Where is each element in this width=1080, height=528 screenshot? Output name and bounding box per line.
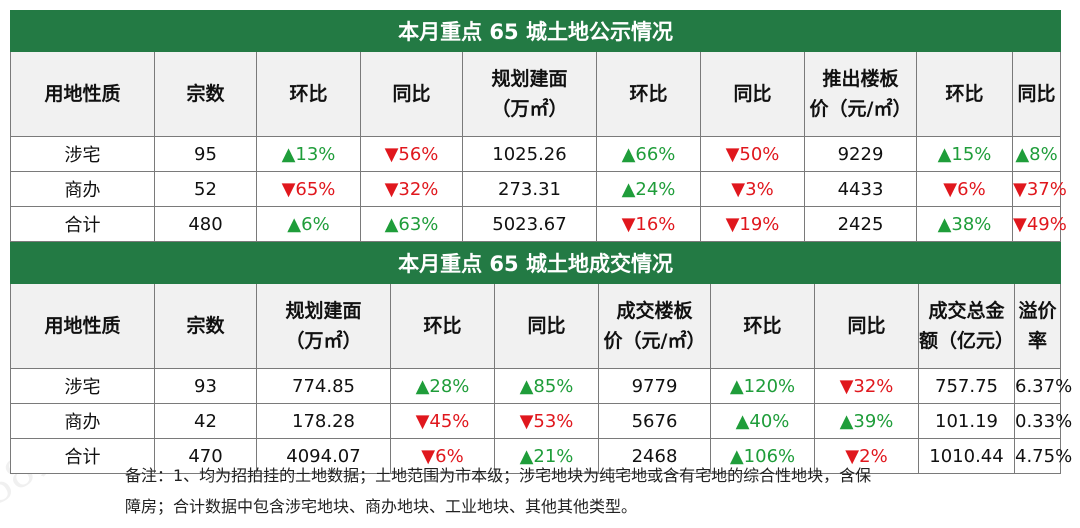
- table2-cell-0-9: 6.37%: [1013, 368, 1072, 404]
- table1-cell-0-4: 1025.26: [462, 136, 597, 172]
- table1-header-8: 环比: [916, 51, 1013, 137]
- table1-cell-2-6: ▼19%: [700, 206, 805, 242]
- table1-cell-2-1: 480: [154, 206, 257, 242]
- table1-cell-1-1: 52: [154, 171, 257, 207]
- table2-cell-0-8: 757.75: [918, 368, 1015, 404]
- table1-cell-0-5: ▲66%: [596, 136, 701, 172]
- table2-cell-1-3: ▼45%: [390, 403, 495, 439]
- table1-header-9: 同比: [1011, 51, 1062, 137]
- table1-header-1: 宗数: [154, 51, 257, 137]
- table1-header-row: 用地性质 宗数 环比 同比 规划建面 （万㎡） 环比 同比 推出楼板 价（元/㎡） 环比 同比: [10, 51, 1062, 137]
- table2-cell-0-6: ▲120%: [710, 368, 815, 404]
- footnote: 备注：1、均为招拍挂的土地数据；土地范围为市本级；涉宅地块为纯宅地或含有宅地的综…: [125, 460, 955, 522]
- table2-cell-2-5: 2468: [598, 438, 711, 474]
- table2-cell-2-0: 合计: [10, 438, 155, 474]
- table2-cell-0-2: 774.85: [256, 368, 391, 404]
- table2-body: 涉宅 93 774.85 ▲28% ▲85% 9779 ▲120% ▼32% 757.75 6.3…: [10, 368, 1072, 474]
- table1-cell-1-9: ▼37%: [1011, 171, 1067, 207]
- table2-cell-2-9: 4.75%: [1013, 438, 1072, 474]
- table2-title: 本月重点 65 城土地成交情况: [9, 242, 1062, 284]
- table1-cell-0-1: 95: [154, 136, 257, 172]
- table-row: 涉宅 95 ▲13% ▼56% 1025.26 ▲66% ▼50% 9229 ▲15% ▲8%: [10, 136, 1062, 172]
- table2-cell-2-2: 4094.07: [256, 438, 391, 474]
- table2-header-6: 环比: [710, 283, 815, 369]
- table1-cell-0-0: 涉宅: [10, 136, 155, 172]
- table-row: 商办 42 178.28 ▼45% ▼53% 5676 ▲40% ▲39% 101.19 0.33…: [10, 403, 1072, 439]
- table2-cell-1-9: 0.33%: [1013, 403, 1072, 439]
- table1-cell-2-4: 5023.67: [462, 206, 597, 242]
- table1-cell-0-6: ▼50%: [700, 136, 805, 172]
- table2-header-2: 规划建面 （万㎡）: [256, 283, 391, 369]
- footnote-line-2: 障房；合计数据中包含涉宅地块、商办地块、工业地块、其他其他类型。: [125, 497, 638, 516]
- table2-cell-1-1: 42: [154, 403, 257, 439]
- table-row: 涉宅 93 774.85 ▲28% ▲85% 9779 ▲120% ▼32% 757.75 6.3…: [10, 368, 1072, 404]
- table1-cell-0-7: 9229: [804, 136, 917, 172]
- table1-cell-2-2: ▲6%: [256, 206, 361, 242]
- table2-cell-1-7: ▲39%: [814, 403, 919, 439]
- table1-cell-2-7: 2425: [804, 206, 917, 242]
- table1-cell-0-3: ▼56%: [360, 136, 463, 172]
- table-row: 商办 52 ▼65% ▼32% 273.31 ▲24% ▼3% 4433 ▼6% ▼37%: [10, 171, 1067, 207]
- table1-cell-2-8: ▲38%: [916, 206, 1013, 242]
- table1-header-0: 用地性质: [10, 51, 155, 137]
- table2-cell-1-8: 101.19: [918, 403, 1015, 439]
- table1-cell-1-5: ▲24%: [596, 171, 701, 207]
- table2-header-5: 成交楼板 价（元/㎡）: [598, 283, 711, 369]
- table2-header-7: 同比: [814, 283, 919, 369]
- table2-cell-0-4: ▲85%: [494, 368, 599, 404]
- table1-cell-1-0: 商办: [10, 171, 155, 207]
- table1-cell-1-6: ▼3%: [700, 171, 805, 207]
- table1-cell-2-0: 合计: [10, 206, 155, 242]
- table2-cell-2-6: ▲106%: [710, 438, 815, 474]
- table1-header-5: 环比: [596, 51, 701, 137]
- table1-cell-2-3: ▲63%: [360, 206, 463, 242]
- table2-cell-1-4: ▼53%: [494, 403, 599, 439]
- table2-header-1: 宗数: [154, 283, 257, 369]
- table2-cell-1-2: 178.28: [256, 403, 391, 439]
- table2-header-8: 成交总金 额（亿元）: [918, 283, 1015, 369]
- table1-cell-0-9: ▲8%: [1011, 136, 1062, 172]
- table1-header-3: 同比: [360, 51, 463, 137]
- table1-cell-1-8: ▼6%: [916, 171, 1013, 207]
- table-land-announcement: 本月重点 65 城土地公示情况 用地性质 宗数 环比 同比 规划建面 （万㎡） 环比 同比 推出…: [9, 10, 1067, 242]
- table1-body: 涉宅 95 ▲13% ▼56% 1025.26 ▲66% ▼50% 9229 ▲15% ▲8% 商办…: [10, 136, 1067, 242]
- table2-header-9: 溢价率: [1013, 283, 1062, 369]
- table1-cell-1-2: ▼65%: [256, 171, 361, 207]
- table1-header-4: 规划建面 （万㎡）: [462, 51, 597, 137]
- table2-cell-1-5: 5676: [598, 403, 711, 439]
- table2-header-3: 环比: [390, 283, 495, 369]
- table1-header-6: 同比: [700, 51, 805, 137]
- table2-header-0: 用地性质: [10, 283, 155, 369]
- table1-title: 本月重点 65 城土地公示情况: [9, 10, 1062, 52]
- table2-cell-2-3: ▼6%: [390, 438, 495, 474]
- table1-cell-0-2: ▲13%: [256, 136, 361, 172]
- table2-header-4: 同比: [494, 283, 599, 369]
- report-sheet: 本月重点 65 城土地公示情况 用地性质 宗数 环比 同比 规划建面 （万㎡） 环比 同比 推出…: [9, 10, 1072, 474]
- table1-header-2: 环比: [256, 51, 361, 137]
- table1-cell-1-3: ▼32%: [360, 171, 463, 207]
- table2-cell-2-7: ▼2%: [814, 438, 919, 474]
- table1-cell-1-7: 4433: [804, 171, 917, 207]
- table1-cell-1-4: 273.31: [462, 171, 597, 207]
- table1-cell-2-9: ▼49%: [1011, 206, 1067, 242]
- table2-cell-2-4: ▲21%: [494, 438, 599, 474]
- footnote-line-1: 备注：1、均为招拍挂的土地数据；土地范围为市本级；涉宅地块为纯宅地或含有宅地的综…: [125, 466, 872, 485]
- table2-cell-2-8: 1010.44: [918, 438, 1015, 474]
- table1-cell-2-5: ▼16%: [596, 206, 701, 242]
- table2-cell-0-0: 涉宅: [10, 368, 155, 404]
- table2-cell-0-7: ▼32%: [814, 368, 919, 404]
- table2-header-row: 用地性质 宗数 规划建面 （万㎡） 环比 同比 成交楼板 价（元/㎡） 环比 同比 成交总金 额（亿元…: [10, 283, 1062, 369]
- table2-cell-0-3: ▲28%: [390, 368, 495, 404]
- table-row: 合计 480 ▲6% ▲63% 5023.67 ▼16% ▼19% 2425 ▲38% ▼49%: [10, 206, 1067, 242]
- table2-cell-1-6: ▲40%: [710, 403, 815, 439]
- table-row: 合计 470 4094.07 ▼6% ▲21% 2468 ▲106% ▼2% 1010.44 4.…: [10, 438, 1072, 474]
- table1-header-7: 推出楼板 价（元/㎡）: [804, 51, 917, 137]
- table1-cell-0-8: ▲15%: [916, 136, 1013, 172]
- table-land-transaction: 本月重点 65 城土地成交情况 用地性质 宗数 规划建面 （万㎡） 环比 同比 成交楼板 价（…: [9, 242, 1072, 474]
- table2-cell-0-5: 9779: [598, 368, 711, 404]
- table2-cell-1-0: 商办: [10, 403, 155, 439]
- table2-cell-0-1: 93: [154, 368, 257, 404]
